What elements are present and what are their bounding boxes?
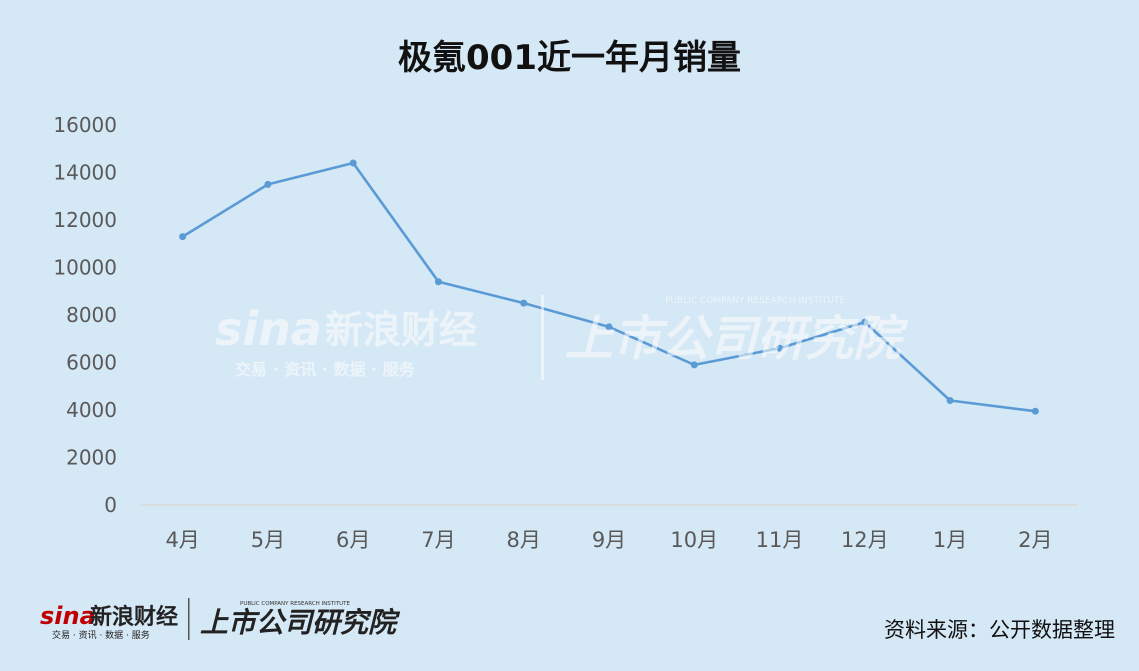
y-tick-label: 6000 xyxy=(66,351,117,375)
x-tick-label: 7月 xyxy=(421,528,455,552)
sina-name: 新浪财经 xyxy=(90,604,178,630)
data-point xyxy=(264,180,272,188)
footer-branding: sina 新浪财经 交易 · 资讯 · 数据 · 服务 PUBLIC COMPA… xyxy=(40,598,401,641)
y-axis: 0 2000 4000 6000 8000 10000 12000 14000 16000 xyxy=(53,113,117,517)
y-tick-label: 16000 xyxy=(53,113,117,137)
y-tick-label: 0 xyxy=(104,493,117,517)
footer-divider xyxy=(188,598,190,640)
y-tick-label: 10000 xyxy=(53,256,117,280)
x-tick-label: 2月 xyxy=(1018,528,1052,552)
institute-name: 上市公司研究院 xyxy=(200,606,401,639)
watermark-institute-name: 上市公司研究院 xyxy=(565,311,909,367)
series-layer xyxy=(179,159,1039,415)
chart-title: 极氪001近一年月销量 xyxy=(398,38,741,78)
x-tick-label: 12月 xyxy=(841,528,889,552)
watermark-logo: sina 新浪财经 交易 · 资讯 · 数据 · 服务 PUBLIC COMPA… xyxy=(215,295,909,380)
x-tick-label: 9月 xyxy=(592,528,626,552)
watermark-divider xyxy=(541,295,544,380)
data-point xyxy=(690,361,698,369)
data-point xyxy=(1031,407,1039,415)
y-tick-label: 12000 xyxy=(53,208,117,232)
data-point xyxy=(349,159,357,167)
watermark-institute-subtitle: PUBLIC COMPANY RESEARCH INSTITUTE xyxy=(665,296,845,306)
data-point xyxy=(776,344,784,352)
data-point xyxy=(861,318,869,326)
data-point xyxy=(605,323,613,331)
y-tick-label: 14000 xyxy=(53,161,117,185)
x-axis: 4月 5月 6月 7月 8月 9月 10月 11月 12月 1月 2月 xyxy=(140,504,1078,552)
x-tick-label: 10月 xyxy=(670,528,718,552)
data-point xyxy=(179,233,187,241)
source-note: 资料来源：公开数据整理 xyxy=(884,618,1115,642)
x-tick-label: 4月 xyxy=(165,528,199,552)
sina-tagline: 交易 · 资讯 · 数据 · 服务 xyxy=(52,629,150,641)
x-tick-label: 1月 xyxy=(933,528,967,552)
data-point xyxy=(520,299,528,307)
institute-subtitle: PUBLIC COMPANY RESEARCH INSTITUTE xyxy=(240,601,351,607)
x-tick-label: 11月 xyxy=(756,528,804,552)
data-point xyxy=(434,278,442,286)
watermark-sina-name: 新浪财经 xyxy=(325,308,477,352)
data-point xyxy=(946,397,954,404)
x-tick-label: 6月 xyxy=(336,528,370,552)
watermark-sina-logo: sina xyxy=(215,302,322,356)
x-tick-label: 5月 xyxy=(251,528,285,552)
x-tick-label: 8月 xyxy=(507,528,541,552)
y-tick-label: 2000 xyxy=(66,446,117,470)
y-tick-label: 4000 xyxy=(66,398,117,422)
sina-logo: sina xyxy=(40,602,96,630)
y-tick-label: 8000 xyxy=(66,303,117,327)
watermark-sina-tagline: 交易 · 资讯 · 数据 · 服务 xyxy=(235,360,416,379)
